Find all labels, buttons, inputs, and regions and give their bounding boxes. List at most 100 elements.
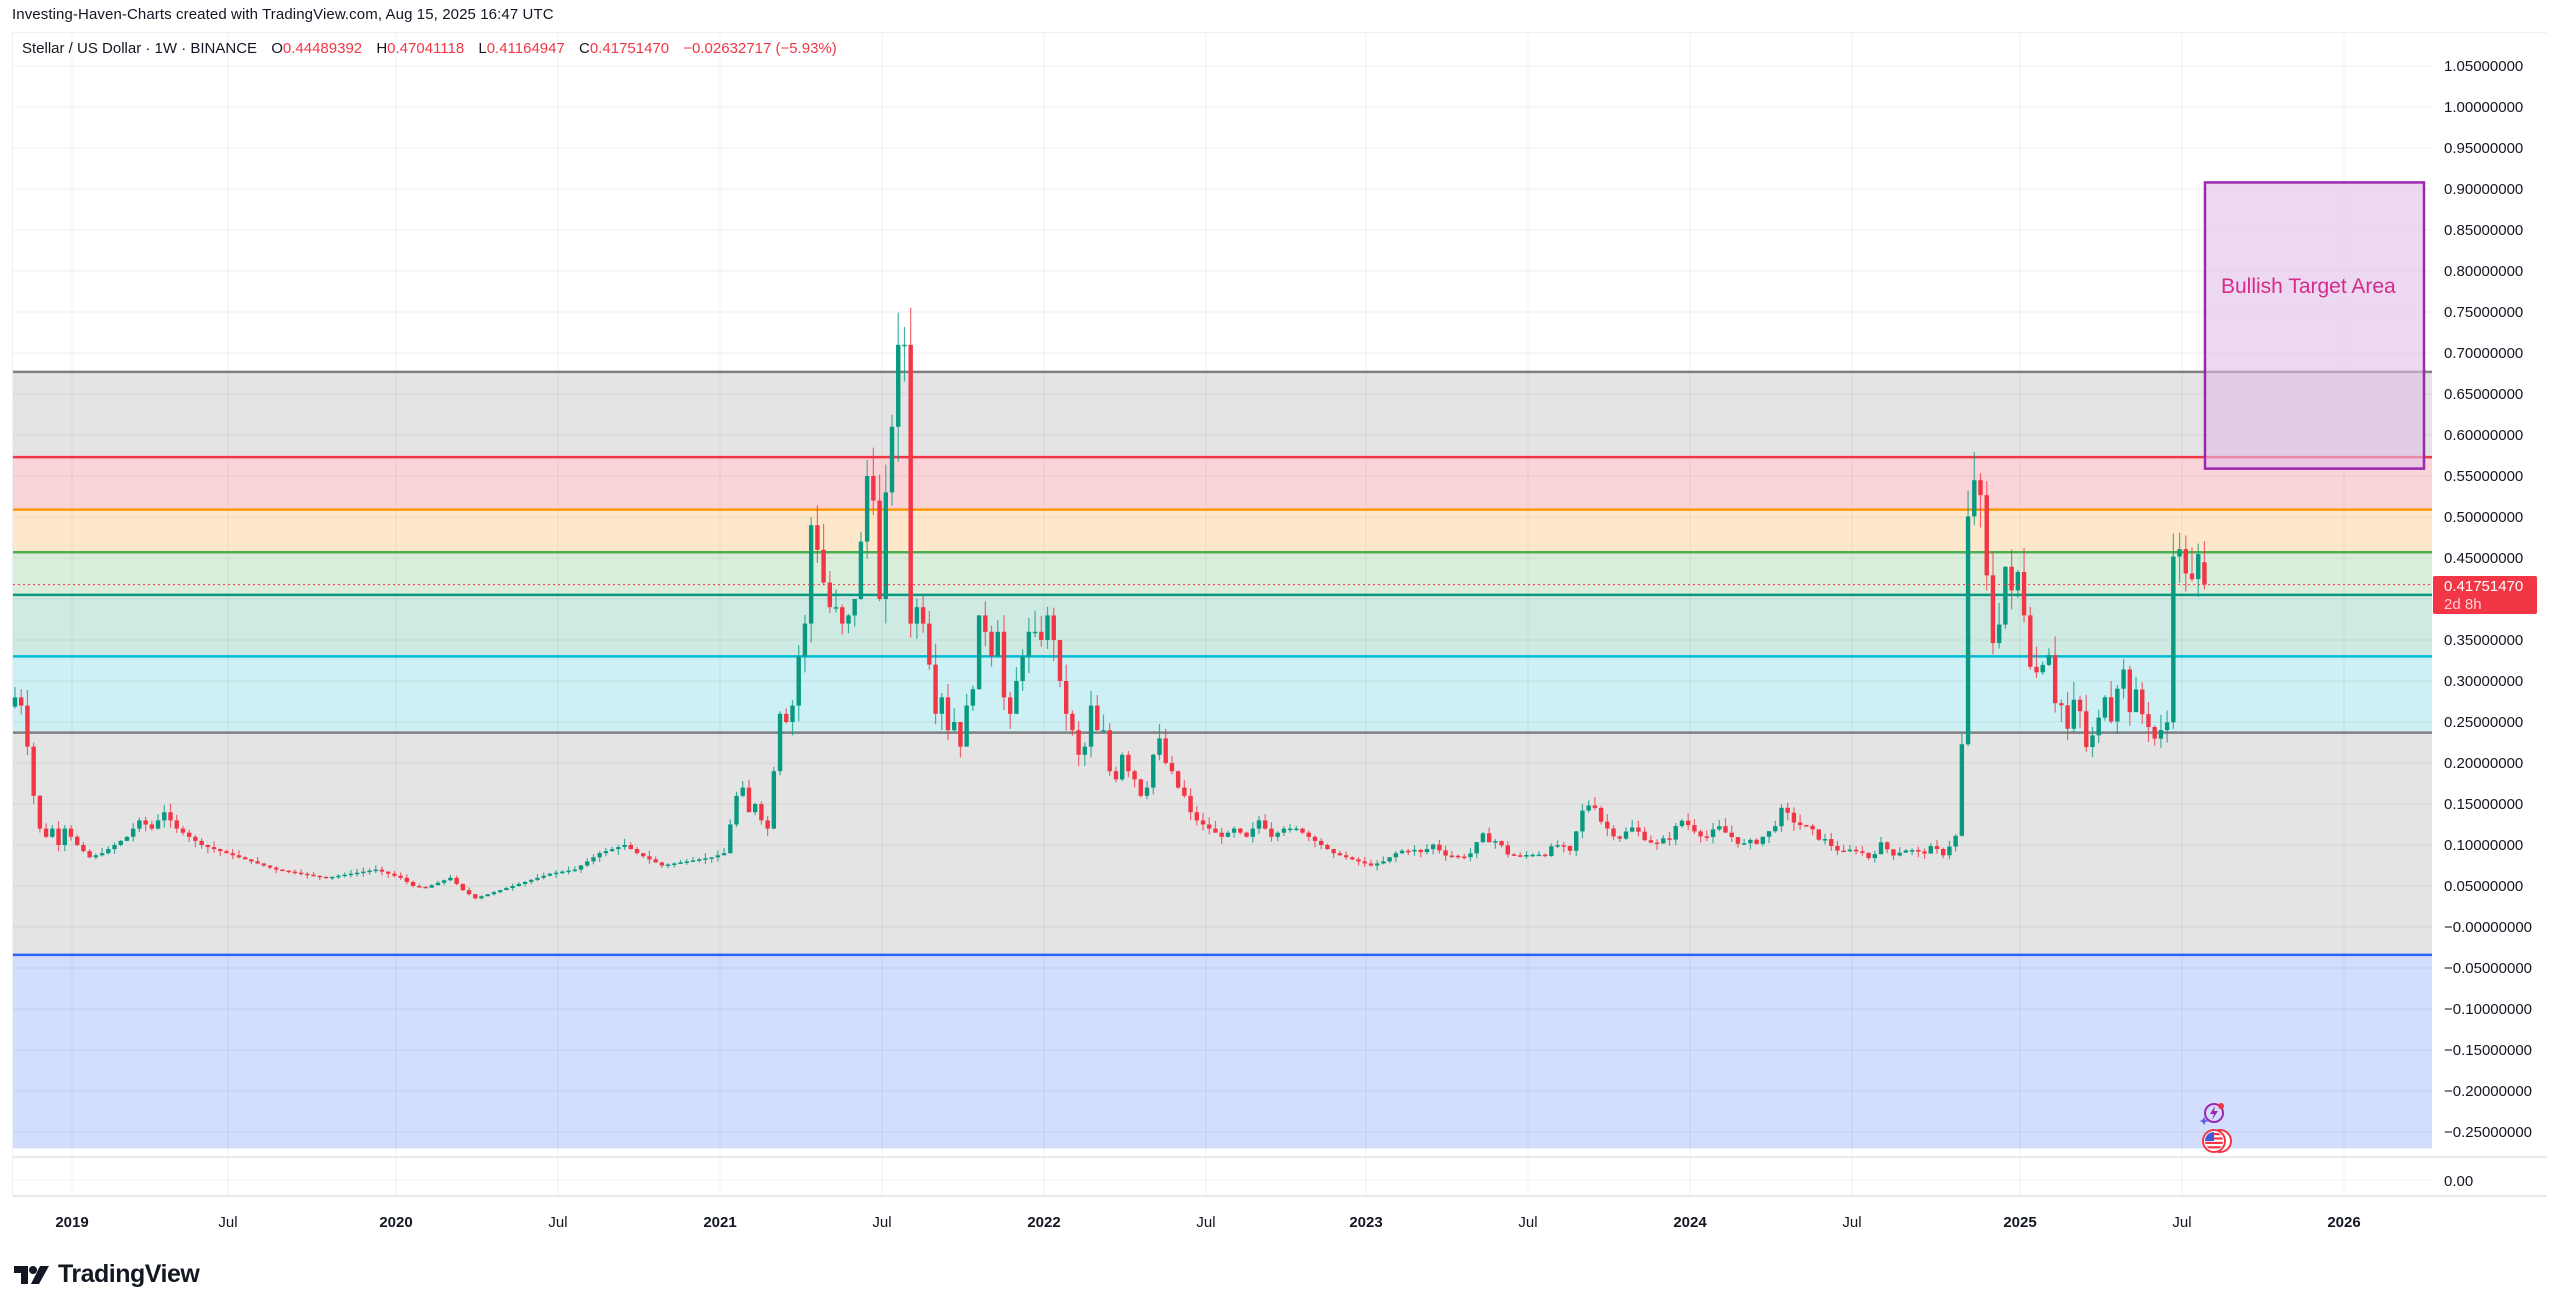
candle	[1518, 855, 1523, 857]
candle	[933, 664, 938, 714]
time-tick-label: 2024	[1673, 1214, 1707, 1231]
candle	[1909, 850, 1915, 852]
price-tick-label: 0.95000000	[2444, 140, 2523, 157]
time-axis[interactable]: 2019 Jul 2020 Jul 2021 Jul 2022 Jul 2023 Jul 2024 J…	[13, 1195, 2547, 1231]
candle	[1779, 807, 1784, 827]
candle	[572, 869, 577, 872]
open-value: 0.44489392	[282, 40, 363, 57]
candle	[1661, 838, 1666, 844]
zone-band	[13, 371, 2432, 458]
candle	[864, 476, 870, 542]
price-tick-label: 0.55000000	[2444, 468, 2523, 485]
candle	[274, 867, 279, 870]
candle	[734, 795, 739, 825]
candle	[12, 697, 18, 707]
candle	[317, 875, 322, 878]
candle	[460, 883, 466, 891]
candle	[597, 853, 602, 858]
candle	[1630, 827, 1635, 832]
candle	[118, 840, 123, 845]
candle	[1947, 846, 1952, 856]
candle	[516, 883, 522, 886]
candle	[1026, 631, 1032, 657]
candle	[1729, 832, 1734, 838]
price-tick-label: 0.25000000	[2444, 714, 2523, 731]
candle	[186, 832, 192, 837]
candle	[2071, 699, 2077, 729]
candle	[1698, 831, 1703, 837]
candle	[1008, 697, 1013, 714]
candle	[1200, 820, 1206, 825]
candle	[529, 879, 534, 882]
candle	[2196, 554, 2201, 580]
candle	[665, 864, 671, 866]
candle	[1437, 844, 1442, 851]
candle	[1648, 840, 1654, 843]
candle	[398, 875, 403, 878]
candle	[1617, 836, 1622, 839]
candle	[504, 888, 509, 891]
time-tick-label: 2023	[1349, 1214, 1382, 1231]
candle	[1748, 839, 1753, 844]
candle	[342, 874, 347, 877]
candle	[958, 722, 963, 747]
candle	[336, 875, 341, 878]
lightning-sparkle-icon[interactable]	[2198, 1098, 2228, 1128]
candle	[678, 862, 683, 864]
candle	[242, 857, 248, 860]
candle	[628, 845, 633, 850]
volume-axis-label: 0.00	[2444, 1173, 2473, 1190]
candle	[852, 599, 857, 616]
candle	[1474, 842, 1479, 854]
candle	[1580, 810, 1585, 832]
price-tick-label: 0.45000000	[2444, 550, 2523, 567]
candle	[1001, 631, 1007, 698]
candle	[43, 828, 49, 837]
candle	[1300, 828, 1305, 833]
candle	[566, 870, 571, 873]
bullish-target-box[interactable]	[2203, 181, 2426, 470]
candle	[224, 851, 229, 854]
symbol-title[interactable]: Stellar / US Dollar · 1W · BINANCE	[22, 40, 258, 57]
zone-band	[13, 509, 2432, 553]
candle	[2146, 714, 2151, 728]
candle	[616, 847, 621, 850]
high-label: H	[376, 40, 388, 57]
candle	[1561, 845, 1566, 847]
zone-band	[13, 656, 2432, 733]
candle	[2028, 615, 2033, 667]
candle	[1399, 850, 1405, 854]
candle	[1878, 842, 1884, 855]
candle	[137, 820, 142, 829]
candle	[1449, 855, 1455, 858]
candle	[174, 820, 179, 829]
zone-band	[13, 954, 2432, 1149]
candle	[149, 824, 155, 829]
candle	[143, 820, 148, 825]
candle	[2152, 727, 2157, 739]
candle	[2021, 571, 2027, 616]
price-tick-label: 0.35000000	[2444, 632, 2523, 649]
candle	[211, 847, 217, 850]
candle	[1499, 841, 1504, 846]
candle	[2077, 699, 2083, 712]
time-tick-label: Jul	[548, 1214, 567, 1231]
tradingview-logo[interactable]: TradingView	[14, 1260, 200, 1289]
candle	[162, 812, 167, 821]
candle	[1785, 807, 1790, 813]
candle	[740, 787, 745, 796]
candle	[1157, 738, 1162, 755]
target-rectangle[interactable]	[2203, 181, 2426, 470]
price-tick-label: 0.75000000	[2444, 304, 2523, 321]
price-axis[interactable]: 1.05000000 1.00000000 0.95000000 0.90000000…	[13, 33, 2547, 1196]
candle	[553, 872, 559, 875]
candle	[1679, 820, 1685, 827]
candle	[672, 863, 677, 865]
candle	[777, 713, 783, 772]
candle	[1132, 771, 1137, 780]
candle	[591, 857, 596, 862]
candle	[1797, 822, 1803, 826]
candle	[130, 828, 136, 837]
us-flag-icon[interactable]	[2200, 1128, 2234, 1154]
